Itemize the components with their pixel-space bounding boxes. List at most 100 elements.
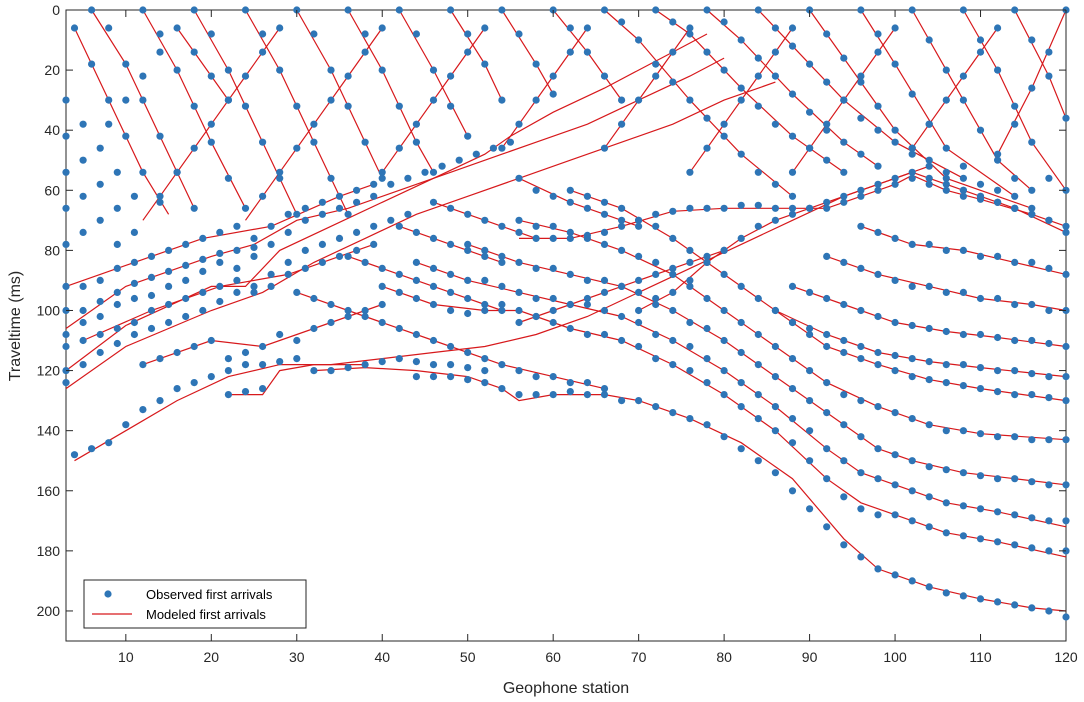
observed-point	[318, 210, 326, 218]
observed-point	[669, 48, 677, 56]
observed-point	[532, 60, 540, 68]
observed-point	[293, 102, 301, 110]
observed-point	[566, 270, 574, 278]
observed-point	[62, 282, 70, 290]
observed-point	[130, 192, 138, 200]
observed-point	[994, 538, 1002, 546]
observed-point	[976, 126, 985, 134]
observed-point	[686, 246, 694, 254]
observed-point	[942, 174, 950, 182]
observed-point	[387, 180, 395, 188]
observed-point	[481, 24, 489, 32]
observed-point	[182, 312, 190, 321]
observed-point	[788, 385, 797, 393]
observed-point	[583, 294, 592, 303]
observed-point	[720, 270, 728, 278]
observed-point	[925, 180, 933, 188]
modeled-line	[74, 165, 930, 462]
observed-point	[669, 18, 677, 26]
observed-point	[754, 457, 762, 465]
observed-point	[737, 36, 745, 44]
observed-point	[1062, 228, 1070, 236]
observed-point	[942, 499, 950, 507]
observed-point	[857, 150, 865, 158]
observed-point	[62, 379, 70, 387]
observed-point	[942, 379, 950, 387]
observed-point	[224, 96, 232, 104]
observed-point	[635, 96, 643, 104]
observed-point	[156, 30, 164, 38]
observed-point	[857, 433, 865, 441]
observed-point	[276, 168, 284, 176]
observed-point	[515, 228, 523, 236]
observed-point	[549, 264, 557, 272]
observed-point	[976, 430, 985, 438]
observed-point	[412, 373, 420, 381]
observed-point	[959, 174, 968, 182]
observed-points	[62, 6, 1070, 621]
observed-point	[344, 72, 352, 80]
observed-point	[310, 120, 318, 128]
observed-point	[1028, 36, 1036, 44]
observed-point	[703, 258, 711, 266]
observed-point	[1028, 391, 1036, 399]
observed-point	[788, 90, 797, 98]
observed-point	[532, 264, 540, 272]
observed-point	[310, 324, 318, 333]
observed-point	[1062, 342, 1070, 351]
observed-point	[455, 156, 463, 164]
x-tick-label: 110	[969, 649, 992, 665]
observed-point	[600, 240, 609, 248]
observed-point	[173, 348, 181, 357]
observed-point	[669, 264, 677, 272]
observed-point	[344, 6, 352, 14]
observed-point	[1011, 367, 1019, 375]
observed-point	[1028, 544, 1036, 552]
observed-point	[823, 330, 831, 339]
observed-point	[267, 270, 275, 278]
observed-point	[165, 282, 173, 290]
observed-point	[241, 348, 250, 357]
observed-point	[199, 234, 207, 242]
observed-point	[156, 132, 164, 140]
observed-point	[301, 216, 309, 224]
observed-point	[823, 198, 831, 206]
observed-point	[276, 330, 284, 339]
observed-point	[293, 144, 301, 152]
observed-point	[788, 24, 797, 32]
observed-point	[173, 66, 181, 74]
observed-point	[908, 355, 916, 363]
observed-point	[788, 42, 797, 50]
observed-point	[925, 120, 933, 128]
observed-point	[1011, 258, 1019, 266]
observed-point	[353, 246, 361, 254]
observed-point	[566, 186, 574, 194]
observed-point	[378, 174, 386, 182]
observed-point	[566, 228, 574, 236]
observed-point	[976, 595, 985, 603]
observed-point	[857, 553, 865, 561]
observed-point	[267, 222, 275, 230]
observed-point	[840, 198, 848, 206]
observed-point	[976, 330, 985, 339]
observed-point	[874, 48, 882, 56]
observed-point	[925, 282, 933, 290]
observed-point	[139, 96, 147, 104]
observed-point	[88, 445, 96, 453]
observed-point	[925, 174, 933, 182]
observed-point	[284, 258, 292, 266]
observed-point	[857, 342, 865, 351]
observed-point	[412, 228, 420, 236]
observed-point	[908, 150, 916, 158]
observed-point	[1028, 186, 1036, 194]
observed-point	[994, 475, 1002, 483]
observed-point	[823, 445, 831, 453]
x-tick-label: 100	[883, 649, 907, 665]
observed-point	[891, 60, 899, 68]
observed-point	[806, 427, 814, 435]
observed-point	[241, 204, 250, 212]
observed-point	[241, 361, 250, 369]
observed-point	[600, 306, 609, 315]
observed-point	[652, 355, 660, 363]
legend-label-observed: Observed first arrivals	[146, 587, 273, 602]
